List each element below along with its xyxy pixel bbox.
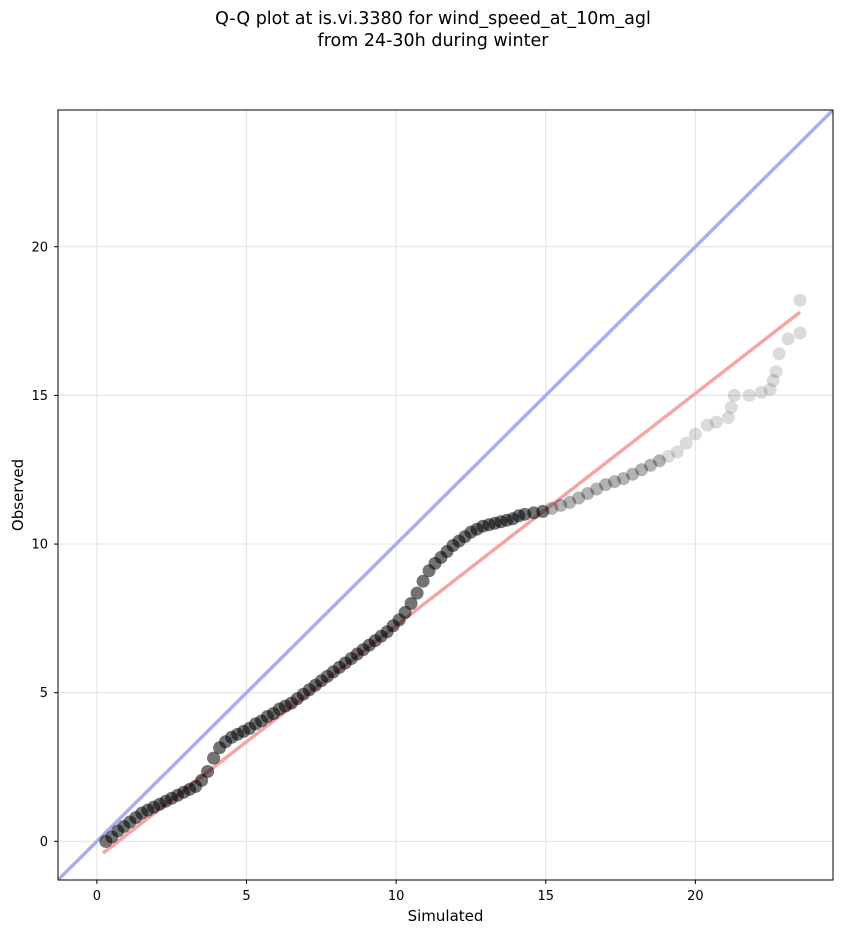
fit-line	[101, 310, 802, 855]
data-point	[554, 498, 568, 512]
data-point	[724, 400, 738, 414]
x-tick-label: 15	[537, 889, 554, 904]
x-axis-label: Simulated	[408, 907, 484, 925]
y-tick-label: 20	[31, 240, 48, 255]
data-point	[410, 586, 424, 600]
data-point	[201, 764, 215, 778]
data-point	[207, 751, 221, 765]
data-point	[652, 454, 666, 468]
data-point	[793, 326, 807, 340]
data-point	[590, 482, 604, 496]
data-point	[793, 293, 807, 307]
x-tick-label: 20	[687, 889, 704, 904]
data-point	[688, 427, 702, 441]
data-point	[679, 436, 693, 450]
data-point	[626, 467, 640, 481]
data-point	[781, 332, 795, 346]
data-point	[536, 504, 550, 518]
y-axis-ticks: 0 5 10 15 20	[31, 240, 58, 850]
data-point	[700, 418, 714, 432]
data-point	[404, 597, 418, 611]
data-point	[721, 411, 735, 425]
data-point	[643, 458, 657, 472]
data-point	[563, 495, 577, 509]
data-point	[599, 478, 613, 492]
data-point	[634, 463, 648, 477]
data-point	[608, 475, 622, 489]
y-axis-label: Observed	[9, 459, 27, 531]
data-point	[754, 385, 768, 399]
data-point	[727, 388, 741, 402]
y-tick-label: 10	[31, 538, 48, 553]
chart-title: Q-Q plot at is.vi.3380 for wind_speed_at…	[0, 8, 843, 52]
data-point	[581, 487, 595, 501]
y-tick-label: 15	[31, 389, 48, 404]
identity-line	[58, 110, 833, 880]
data-point	[572, 491, 586, 505]
data-point	[766, 374, 780, 388]
data-point	[763, 382, 777, 396]
data-point	[742, 388, 756, 402]
x-tick-label: 10	[388, 889, 405, 904]
data-point	[661, 449, 675, 463]
data-point	[617, 472, 631, 486]
plot-frame	[57, 109, 834, 881]
y-tick-label: 5	[40, 686, 48, 701]
y-tick-label: 0	[40, 835, 48, 850]
data-point	[709, 415, 723, 429]
data-points	[99, 293, 807, 848]
data-point	[416, 574, 430, 588]
chart-title-line-1: Q-Q plot at is.vi.3380 for wind_speed_at…	[215, 9, 651, 29]
reference-lines	[58, 110, 833, 880]
data-point	[545, 501, 559, 515]
data-point	[670, 445, 684, 459]
data-point	[772, 347, 786, 361]
data-point	[769, 365, 783, 379]
x-tick-label: 0	[93, 889, 101, 904]
chart-title-line-2: from 24-30h during winter	[317, 31, 549, 51]
x-tick-label: 5	[242, 889, 250, 904]
x-axis-ticks: 0 5 10 15 20	[93, 880, 704, 904]
grid-lines	[58, 110, 833, 880]
